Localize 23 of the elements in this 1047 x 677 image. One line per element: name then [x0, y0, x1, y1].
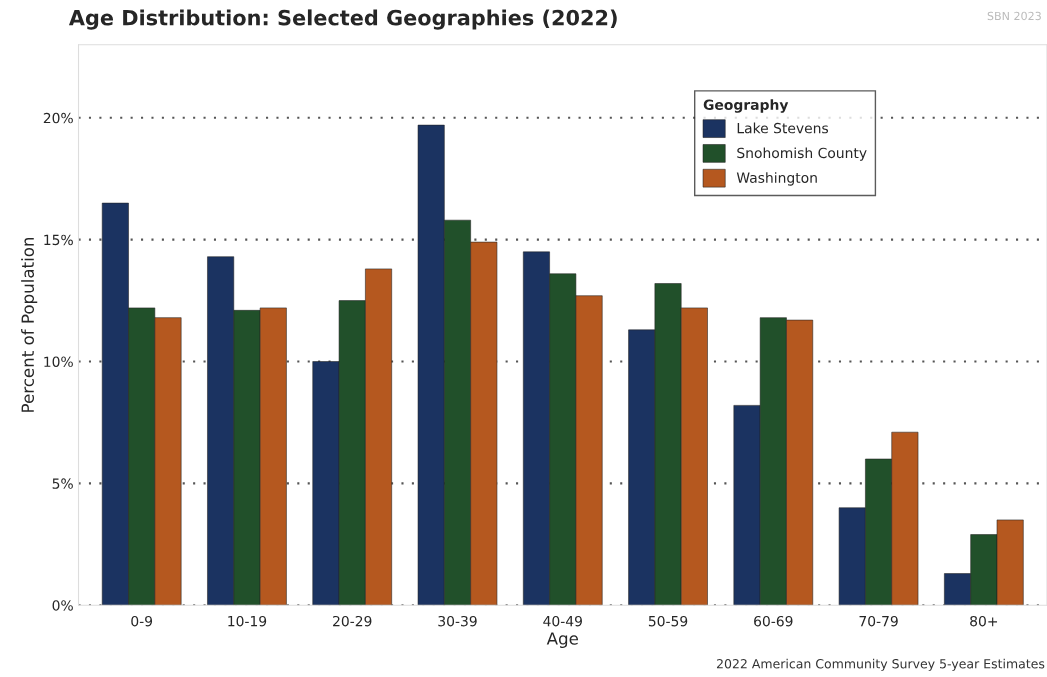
y-tick-label: 0% [52, 600, 73, 611]
text: 2022 American Community Survey 5-year Estimates [716, 658, 1045, 671]
legend-title: Geography [703, 99, 789, 113]
y-axis-title: Percent of Population [21, 237, 38, 412]
x-tick-label: 70-79 [859, 615, 898, 627]
text: SBN 2023 [987, 11, 1041, 21]
x-tick-label: 60-69 [754, 615, 793, 627]
legend-label: Washington [736, 172, 817, 186]
x-tick-label: 80+ [970, 615, 998, 627]
y-tick-label: 10% [44, 356, 73, 367]
x-tick-label: 30-39 [438, 615, 477, 627]
y-tick-label: 20% [43, 112, 73, 124]
x-axis-title: Age [546, 632, 578, 648]
x-tick-label: 0-9 [131, 615, 153, 627]
legend-label: Snohomish County [737, 147, 867, 161]
y-tick-label: 5% [52, 478, 73, 489]
x-tick-label: 50-59 [648, 615, 688, 627]
x-tick-label: 40-49 [543, 615, 582, 627]
x-tick-label: 20-29 [333, 615, 372, 627]
chart-title: Age Distribution: Selected Geographies (2022) [68, 9, 617, 30]
y-tick-label: 15% [44, 234, 73, 246]
legend-label: Lake Stevens [737, 122, 829, 134]
x-tick-label: 10-19 [228, 615, 267, 627]
